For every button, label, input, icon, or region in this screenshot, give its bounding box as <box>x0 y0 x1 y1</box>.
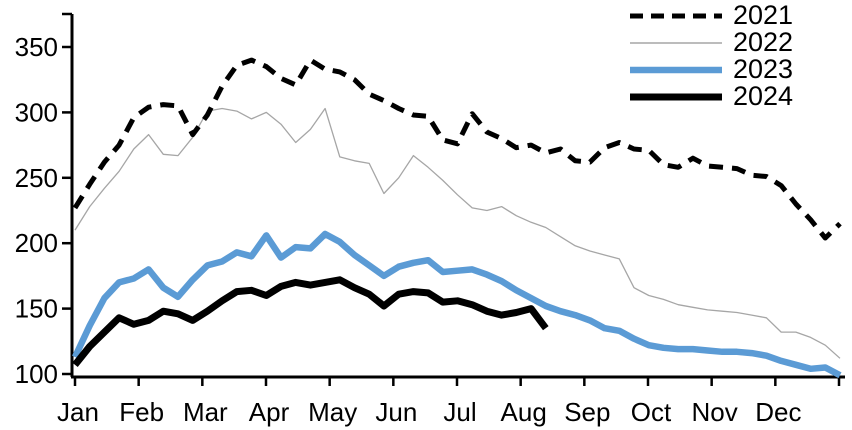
x-tick-label: Jun <box>375 397 417 427</box>
legend-label-2023: 2023 <box>733 54 794 84</box>
y-tick-label: 100 <box>15 359 58 389</box>
series-line-2022 <box>74 107 841 359</box>
series-line-2021 <box>72 57 842 241</box>
x-tick-label: Feb <box>119 397 164 427</box>
y-tick-label: 250 <box>15 163 58 193</box>
legend: 2021 2022 2023 2024 <box>628 2 793 110</box>
y-tick-label: 150 <box>15 294 58 324</box>
x-tick-label: May <box>308 397 357 427</box>
legend-line-sample-2023 <box>630 66 722 73</box>
legend-item-2024: 2024 <box>628 83 793 110</box>
y-tick-label: 200 <box>15 228 58 258</box>
x-tick-label: Sep <box>564 397 610 427</box>
x-tick-label: Nov <box>692 397 738 427</box>
legend-item-2023: 2023 <box>628 56 793 83</box>
legend-label-2022: 2022 <box>733 27 794 57</box>
y-tick-label: 350 <box>15 32 58 62</box>
x-tick-label: Dec <box>755 397 801 427</box>
x-tick-label: Jan <box>57 397 99 427</box>
legend-line-sample-2024 <box>630 93 722 100</box>
series-line-2024 <box>72 276 549 367</box>
legend-line-sample-2021 <box>630 13 722 18</box>
legend-label-2024: 2024 <box>733 81 794 111</box>
x-tick-label: Apr <box>249 397 290 427</box>
series-line-2023 <box>72 230 842 379</box>
legend-item-2022: 2022 <box>628 29 793 56</box>
y-tick-label: 300 <box>15 97 58 127</box>
x-tick-label: Mar <box>183 397 228 427</box>
legend-line-sample-2022 <box>630 41 722 44</box>
x-tick-label: Jul <box>443 397 476 427</box>
x-tick-label: Oct <box>631 397 672 427</box>
legend-label-2021: 2021 <box>733 0 794 30</box>
x-tick-label: Aug <box>501 397 547 427</box>
legend-item-2021: 2021 <box>628 2 793 29</box>
